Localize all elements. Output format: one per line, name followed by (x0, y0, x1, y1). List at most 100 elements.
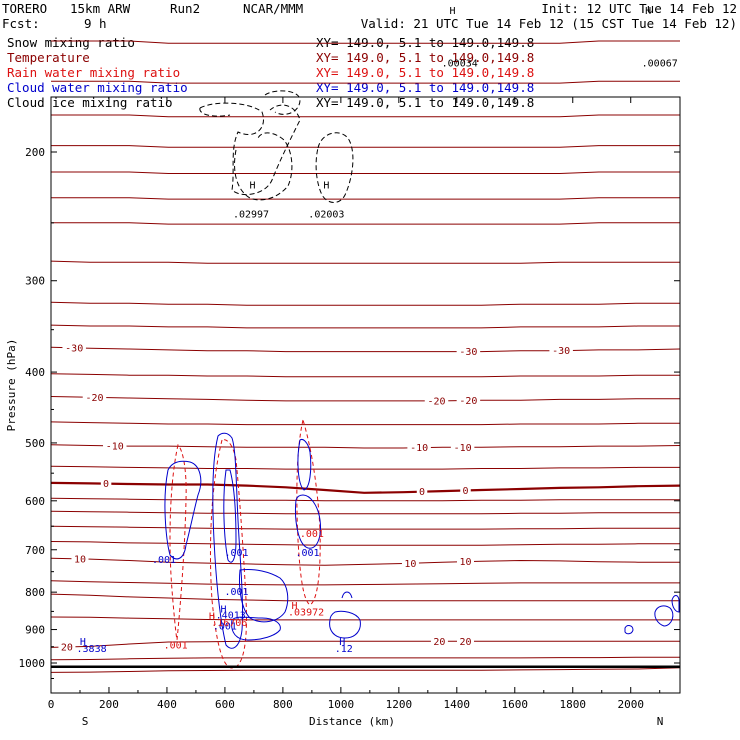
cloud-water-contour (297, 439, 312, 491)
legend-cloud-water: Cloud water mixing ratio (7, 80, 188, 95)
plot-frame (50, 96, 681, 694)
x-tick-label: 1800 (560, 698, 587, 711)
y-axis-title: Pressure (hPa) (5, 339, 18, 432)
x-tick-label: 1000 (328, 698, 355, 711)
temperature-contour--20 (50, 396, 680, 402)
maximum-label: .001 (164, 641, 188, 652)
x-tick-label: 1200 (386, 698, 413, 711)
temperature-label-bg (58, 640, 76, 653)
legend-snow-xy: XY= 149.0, 5.1 to 149.0,149.8 (316, 35, 534, 50)
temperature-label: 10 (404, 559, 416, 570)
maximum-label: .001 (213, 622, 237, 633)
y-tick-label: 800 (25, 586, 45, 599)
temperature-contour--30 (50, 346, 681, 353)
maxima-labels: H.02997H.02003H.00034H.00067.000014.001.… (77, 6, 678, 655)
cloud-water-contour (231, 616, 281, 641)
x-end-label: N (657, 715, 664, 728)
cloud-water-contour (341, 591, 353, 599)
cloud-water-contour (223, 469, 237, 563)
model-resolution: 15km ARW (70, 1, 131, 16)
temperature-contour (50, 656, 680, 661)
legend-cloud-ice: Cloud ice mixing ratio (7, 95, 173, 110)
snow-contour (315, 132, 354, 203)
legend-snow: Snow mixing ratio (7, 35, 135, 50)
temperature-contour (51, 222, 680, 225)
snow-contour (264, 90, 301, 115)
temperature-label-bg (457, 635, 475, 648)
maximum-label: H (291, 601, 297, 612)
temperature-label-bg (62, 341, 86, 354)
x-tick-label: 400 (157, 698, 177, 711)
init-time: Init: 12 UTC Tue 14 Feb 12 (541, 1, 737, 16)
run-name: Run2 (170, 1, 200, 16)
temperature-label: 10 (459, 557, 471, 568)
maximum-label: .3838 (77, 644, 107, 655)
temperature-label-bg (100, 477, 112, 490)
temperature-contour (51, 145, 680, 148)
header: TORERO 15km ARW Run2 NCAR/MMM Init: 12 U… (2, 1, 737, 31)
temperature-contour (51, 114, 680, 118)
temperature-label: -30 (552, 346, 570, 357)
snow-contour (234, 132, 293, 201)
temperature-label: -10 (454, 443, 472, 454)
temperature-label: 20 (459, 637, 471, 648)
legend-cloud-water-xy: XY= 149.0, 5.1 to 149.0,149.8 (316, 80, 534, 95)
temperature-contour (50, 667, 681, 673)
maximum-label: .16706 (211, 618, 247, 629)
temperature-label: -30 (459, 347, 477, 358)
cloud-water-contour (329, 610, 361, 639)
y-tick-label: 400 (25, 366, 45, 379)
temperature-contours-labeled: 0 0 0 -10 -10 -10 -20 -20 -20 -30 -30 -30 10 10 10 20 20… (50, 341, 681, 653)
y-tick-label: 600 (25, 495, 45, 508)
cloud-water-contour (295, 494, 321, 549)
maximum-label: .4013 (216, 611, 246, 622)
temperature-label-bg (456, 394, 481, 407)
x-axis-title: Distance (km) (309, 715, 395, 728)
maximum-label: .02997 (233, 209, 269, 220)
x-tick-label: 800 (273, 698, 293, 711)
snow-contour (199, 102, 301, 196)
fcst-label: Fcst: (2, 16, 40, 31)
temperature-contour (50, 541, 680, 546)
temperature-label: -20 (85, 393, 103, 404)
cloud-water-contour (239, 569, 289, 623)
y-tick-label: 200 (25, 146, 45, 159)
moisture-field-contours (164, 90, 680, 669)
maximum-label: H (249, 181, 255, 192)
temperature-label-bg (401, 557, 419, 570)
temperature-contour (51, 80, 680, 84)
temperature-contour (50, 373, 680, 378)
temperature-label: 0 (462, 486, 468, 497)
maximum-label: .001 (152, 555, 176, 566)
temperature-label: 20 (433, 637, 445, 648)
temperature-contour (50, 421, 680, 426)
x-tick-label: 0 (48, 698, 55, 711)
cloud-water-contour (212, 432, 244, 649)
temperature-label-bg (457, 555, 475, 568)
temperature-label: -30 (65, 343, 83, 354)
temperature-label-bg (71, 552, 89, 565)
temperature-contour--10 (50, 444, 681, 449)
maximum-label: .001 (295, 548, 319, 559)
y-tick-label: 300 (25, 275, 45, 288)
legend-cloud-ice-xy: XY= 149.0, 5.1 to 149.0,149.8 (316, 95, 534, 110)
temperature-contour-10 (50, 557, 680, 566)
plot-border (50, 96, 681, 694)
temperature-contour (50, 260, 680, 264)
cloud-water-contour (624, 625, 634, 635)
temperature-contour (50, 324, 680, 329)
temperature-contour (50, 593, 680, 602)
cloud-water-contour (671, 595, 680, 613)
temperature-contour-0 (50, 481, 681, 494)
temperature-contour (51, 171, 680, 174)
maximum-label: .001 (224, 548, 248, 559)
y-tick-label: 700 (25, 544, 45, 557)
temperature-label: -10 (106, 441, 124, 452)
temperature-contour (50, 497, 680, 502)
temperature-contour (50, 616, 680, 621)
temperature-label: 20 (61, 642, 73, 653)
maximum-label: H (323, 181, 329, 192)
x-tick-label: 1400 (444, 698, 471, 711)
org-name: NCAR/MMM (243, 1, 303, 16)
